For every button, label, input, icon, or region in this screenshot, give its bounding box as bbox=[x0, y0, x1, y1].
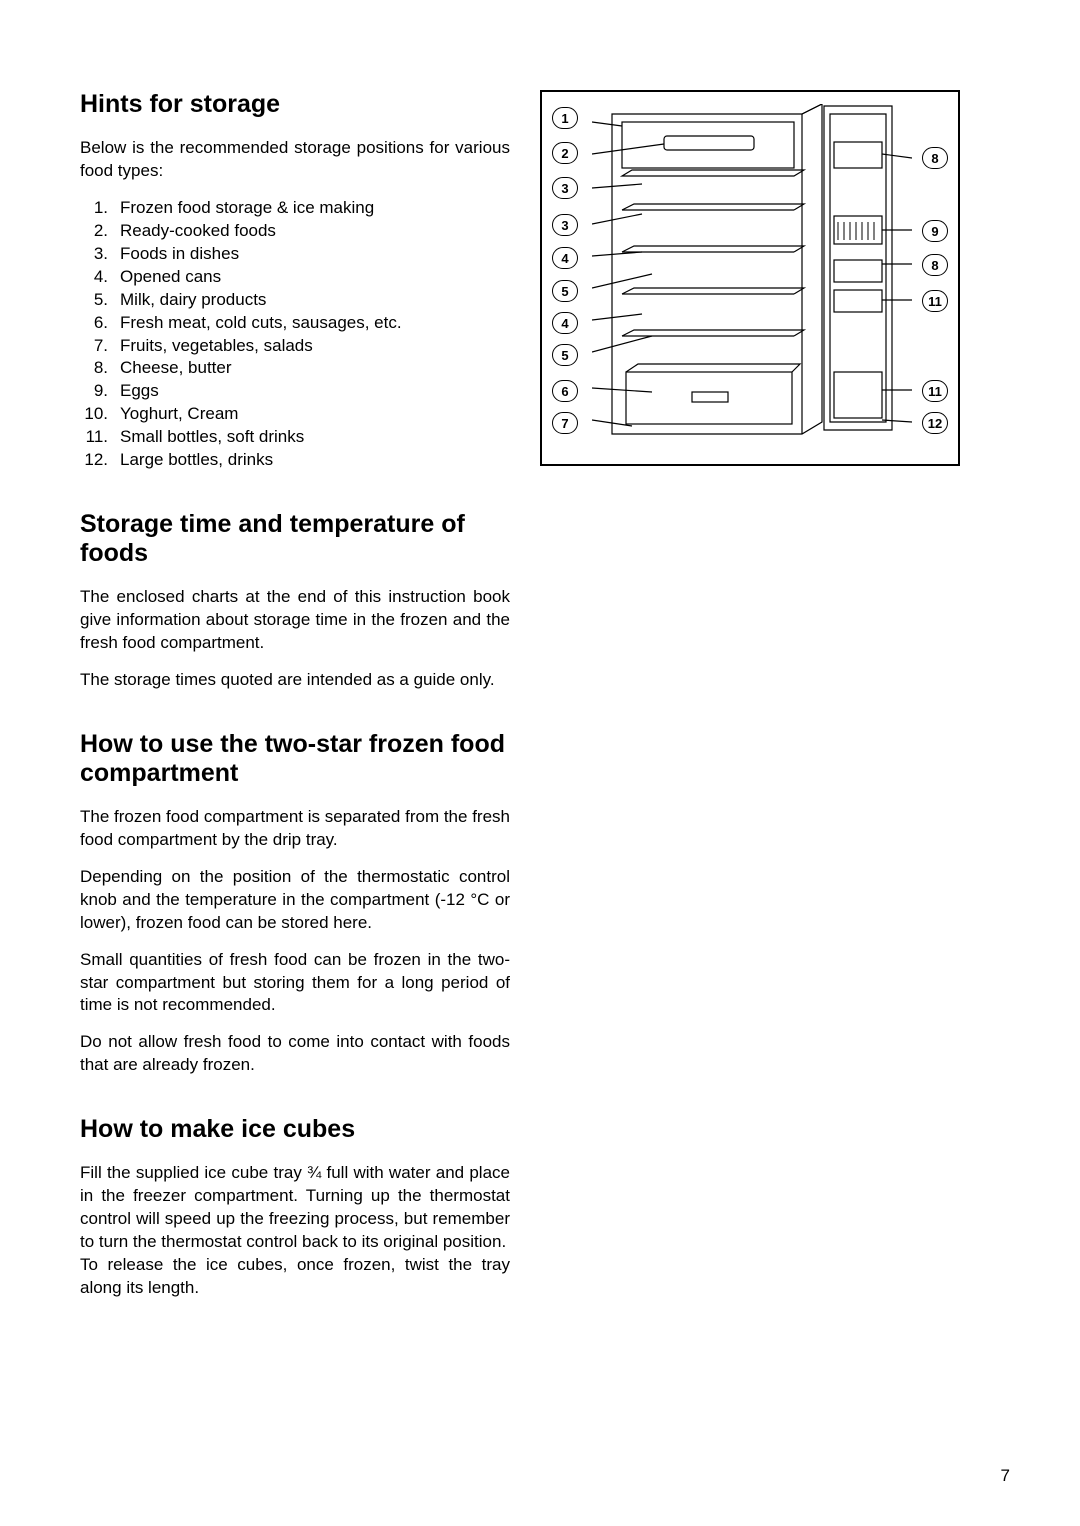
ice-cubes-p1: Fill the supplied ice cube tray ¾ full w… bbox=[80, 1162, 510, 1254]
storage-time-section: Storage time and temperature of foods Th… bbox=[80, 510, 510, 692]
hints-title: Hints for storage bbox=[80, 90, 510, 119]
two-star-section: How to use the two-star frozen food comp… bbox=[80, 730, 510, 1077]
storage-time-p1: The enclosed charts at the end of this i… bbox=[80, 586, 510, 655]
list-number: 9. bbox=[80, 380, 108, 403]
callout-bubble: 11 bbox=[922, 380, 948, 402]
list-text: Frozen food storage & ice making bbox=[120, 198, 374, 217]
hints-list-item: 10.Yoghurt, Cream bbox=[112, 403, 510, 426]
page: Hints for storage Below is the recommend… bbox=[0, 0, 1080, 1526]
callout-bubble: 2 bbox=[552, 142, 578, 164]
hints-list-item: 6.Fresh meat, cold cuts, sausages, etc. bbox=[112, 312, 510, 335]
two-star-p3: Small quantities of fresh food can be fr… bbox=[80, 949, 510, 1018]
hints-list-item: 2.Ready-cooked foods bbox=[112, 220, 510, 243]
list-number: 5. bbox=[80, 289, 108, 312]
fridge-svg bbox=[592, 104, 912, 456]
callout-bubble: 5 bbox=[552, 344, 578, 366]
list-number: 4. bbox=[80, 266, 108, 289]
list-text: Foods in dishes bbox=[120, 244, 239, 263]
hints-section: Hints for storage Below is the recommend… bbox=[80, 90, 510, 472]
list-number: 6. bbox=[80, 312, 108, 335]
callout-bubble: 1 bbox=[552, 107, 578, 129]
list-number: 8. bbox=[80, 357, 108, 380]
list-number: 2. bbox=[80, 220, 108, 243]
hints-list-item: 7.Fruits, vegetables, salads bbox=[112, 335, 510, 358]
list-text: Large bottles, drinks bbox=[120, 450, 273, 469]
hints-list-item: 4.Opened cans bbox=[112, 266, 510, 289]
list-text: Small bottles, soft drinks bbox=[120, 427, 304, 446]
callout-bubble: 11 bbox=[922, 290, 948, 312]
two-star-p2: Depending on the position of the thermos… bbox=[80, 866, 510, 935]
fridge-diagram: 1233454567 898111112 bbox=[540, 90, 960, 466]
two-star-p4: Do not allow fresh food to come into con… bbox=[80, 1031, 510, 1077]
list-text: Eggs bbox=[120, 381, 159, 400]
hints-list-item: 8.Cheese, butter bbox=[112, 357, 510, 380]
callout-bubble: 4 bbox=[552, 312, 578, 334]
ice-cubes-section: How to make ice cubes Fill the supplied … bbox=[80, 1115, 510, 1300]
list-number: 12. bbox=[80, 449, 108, 472]
callout-bubble: 3 bbox=[552, 177, 578, 199]
callout-bubble: 8 bbox=[922, 254, 948, 276]
callout-bubble: 9 bbox=[922, 220, 948, 242]
list-text: Opened cans bbox=[120, 267, 221, 286]
callout-bubble: 8 bbox=[922, 147, 948, 169]
list-number: 10. bbox=[80, 403, 108, 426]
callout-bubble: 7 bbox=[552, 412, 578, 434]
hints-list-item: 9.Eggs bbox=[112, 380, 510, 403]
callout-bubble: 5 bbox=[552, 280, 578, 302]
callout-bubble: 4 bbox=[552, 247, 578, 269]
two-star-p1: The frozen food compartment is separated… bbox=[80, 806, 510, 852]
left-column: Hints for storage Below is the recommend… bbox=[80, 90, 510, 1338]
list-number: 11. bbox=[80, 426, 108, 449]
two-star-title: How to use the two-star frozen food comp… bbox=[80, 730, 510, 788]
right-column: 1233454567 898111112 bbox=[540, 90, 970, 1338]
list-text: Fresh meat, cold cuts, sausages, etc. bbox=[120, 313, 402, 332]
hints-list-item: 3.Foods in dishes bbox=[112, 243, 510, 266]
page-number: 7 bbox=[1001, 1466, 1010, 1486]
list-number: 1. bbox=[80, 197, 108, 220]
list-text: Yoghurt, Cream bbox=[120, 404, 238, 423]
list-text: Milk, dairy products bbox=[120, 290, 266, 309]
list-number: 7. bbox=[80, 335, 108, 358]
hints-intro: Below is the recommended storage positio… bbox=[80, 137, 510, 183]
hints-list-item: 12.Large bottles, drinks bbox=[112, 449, 510, 472]
callout-bubble: 12 bbox=[922, 412, 948, 434]
two-column-layout: Hints for storage Below is the recommend… bbox=[80, 90, 1010, 1338]
list-number: 3. bbox=[80, 243, 108, 266]
callout-bubble: 6 bbox=[552, 380, 578, 402]
callout-bubble: 3 bbox=[552, 214, 578, 236]
storage-time-p2: The storage times quoted are intended as… bbox=[80, 669, 510, 692]
storage-time-title: Storage time and temperature of foods bbox=[80, 510, 510, 568]
ice-cubes-title: How to make ice cubes bbox=[80, 1115, 510, 1144]
list-text: Ready-cooked foods bbox=[120, 221, 276, 240]
ice-cubes-p2: To release the ice cubes, once frozen, t… bbox=[80, 1254, 510, 1300]
hints-list-item: 1.Frozen food storage & ice making bbox=[112, 197, 510, 220]
hints-list: 1.Frozen food storage & ice making2.Read… bbox=[80, 197, 510, 472]
list-text: Fruits, vegetables, salads bbox=[120, 336, 313, 355]
hints-list-item: 11.Small bottles, soft drinks bbox=[112, 426, 510, 449]
list-text: Cheese, butter bbox=[120, 358, 232, 377]
hints-list-item: 5.Milk, dairy products bbox=[112, 289, 510, 312]
